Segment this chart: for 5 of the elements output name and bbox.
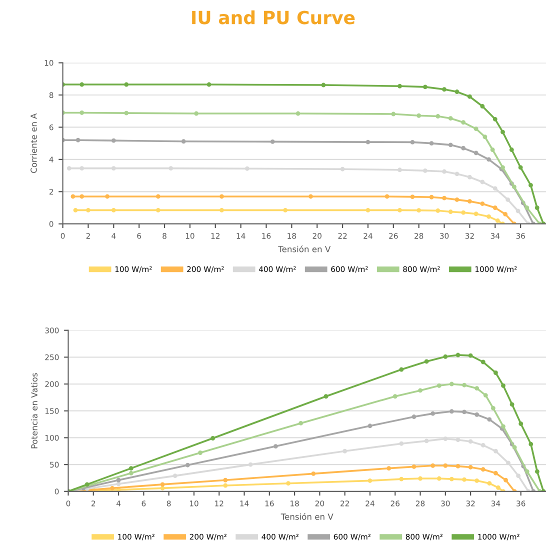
y-axis-title: Corriente en A — [30, 113, 37, 173]
x-axis-title: Tensión en V — [278, 246, 331, 252]
x-axis-title: Tensión en V — [280, 513, 334, 520]
y-axis-title: Potencia en Vatios — [31, 373, 38, 448]
chart-title: IU and PU Curve — [192, 10, 355, 24]
